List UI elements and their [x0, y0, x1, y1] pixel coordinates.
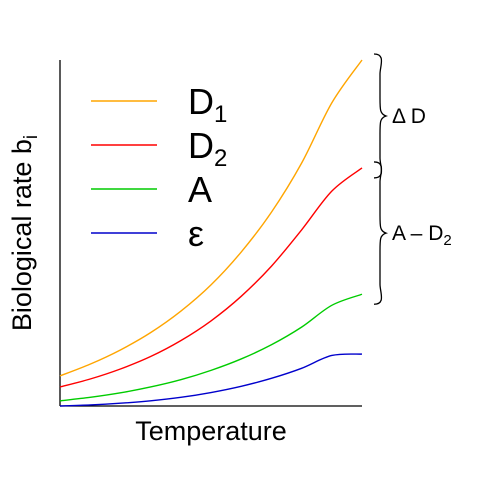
legend-label-4: ε	[188, 213, 204, 254]
brace-1	[373, 53, 389, 179]
braces: Δ D A – D2	[373, 53, 452, 305]
series-line-2	[59, 167, 363, 388]
series-line-4	[59, 353, 363, 407]
axes	[59, 60, 362, 407]
legend-label-1: D1	[188, 81, 227, 128]
legend-label-2: D2	[188, 125, 227, 172]
brace-label-1: Δ D	[392, 105, 426, 128]
y-axis-title-sub: i	[21, 135, 42, 139]
series-line-1	[59, 59, 363, 377]
brace-label-2: A – D2	[392, 222, 452, 249]
series-layer	[59, 59, 363, 407]
y-axis-title-main: Biological rate b	[7, 139, 37, 331]
legend-label-3: A	[188, 169, 212, 210]
brace-2	[373, 161, 389, 305]
series-line-3	[59, 293, 363, 402]
y-axis-title: Biological rate bi	[7, 135, 42, 331]
x-axis-title: Temperature	[135, 416, 287, 446]
